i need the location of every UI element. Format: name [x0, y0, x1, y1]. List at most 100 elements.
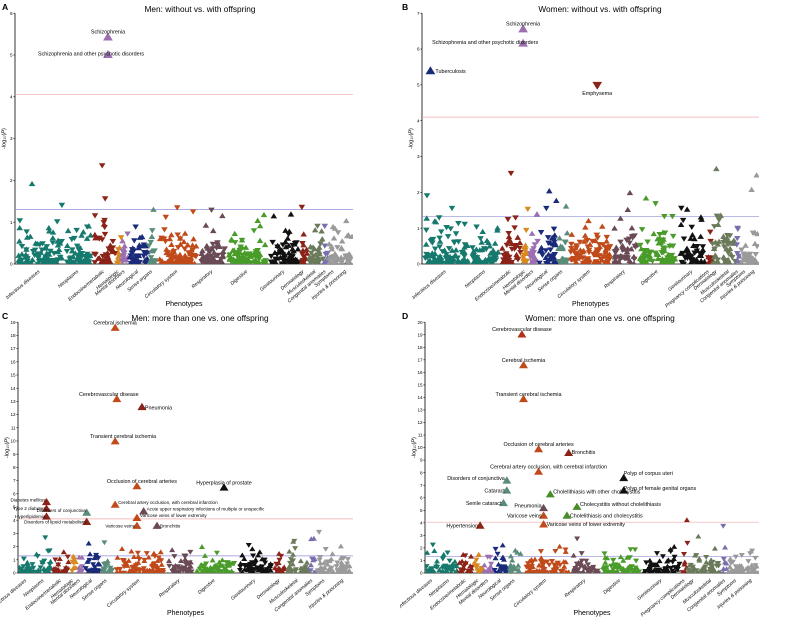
- svg-text:Cerebral ischemia: Cerebral ischemia: [93, 321, 136, 327]
- svg-text:18: 18: [10, 333, 16, 338]
- svg-text:4: 4: [10, 94, 13, 99]
- svg-text:12: 12: [417, 420, 423, 425]
- svg-text:-log₁₀(P): -log₁₀(P): [5, 437, 11, 458]
- svg-text:18: 18: [417, 345, 423, 350]
- svg-text:B: B: [402, 2, 408, 12]
- svg-text:Cholelithiasis and cholecystit: Cholelithiasis and cholecystitis: [570, 513, 643, 519]
- svg-text:Disorders of conjunctiva: Disorders of conjunctiva: [447, 476, 505, 482]
- svg-text:7: 7: [13, 478, 16, 483]
- svg-text:Varicose veins: Varicose veins: [507, 513, 542, 519]
- svg-text:17: 17: [10, 346, 16, 351]
- svg-text:Acute upper respiratory infect: Acute upper respiratory infections of mu…: [147, 507, 265, 512]
- svg-text:1: 1: [420, 558, 423, 563]
- svg-text:0: 0: [13, 571, 16, 576]
- svg-text:13: 13: [10, 399, 16, 404]
- svg-text:6: 6: [417, 47, 420, 52]
- svg-text:10: 10: [10, 439, 16, 444]
- svg-text:Cerebrovascular disease: Cerebrovascular disease: [492, 327, 552, 333]
- svg-text:4: 4: [420, 520, 423, 525]
- svg-text:Varicose veins: Varicose veins: [105, 524, 135, 529]
- svg-text:2: 2: [13, 544, 16, 549]
- svg-text:5: 5: [10, 53, 13, 58]
- svg-text:Schizophrenia: Schizophrenia: [506, 21, 540, 27]
- svg-text:2: 2: [10, 178, 13, 183]
- svg-text:14: 14: [10, 386, 16, 391]
- svg-text:1: 1: [10, 220, 13, 225]
- svg-text:D: D: [402, 311, 408, 321]
- svg-text:0: 0: [417, 262, 420, 267]
- svg-text:9: 9: [13, 452, 16, 457]
- svg-text:5: 5: [420, 508, 423, 513]
- svg-text:Disorders of conjunctiva: Disorders of conjunctiva: [37, 508, 86, 513]
- svg-text:Occlusion of cerebral arteries: Occlusion of cerebral arteries: [107, 479, 177, 485]
- svg-text:Varicose veins of lower extrem: Varicose veins of lower extremity: [547, 522, 626, 528]
- svg-text:Women: without vs. with offspr: Women: without vs. with offspring: [538, 4, 662, 14]
- svg-text:Phenotypes: Phenotypes: [574, 610, 611, 617]
- svg-text:Cholecystitis without cholelit: Cholecystitis without cholelithiasis: [580, 502, 661, 508]
- svg-text:Phenotypes: Phenotypes: [572, 301, 609, 308]
- svg-text:Women: more than one vs. one o: Women: more than one vs. one offspring: [525, 313, 675, 323]
- svg-text:1: 1: [417, 226, 420, 231]
- svg-text:11: 11: [418, 433, 423, 438]
- svg-text:8: 8: [13, 465, 16, 470]
- svg-text:19: 19: [10, 320, 16, 325]
- svg-text:Varicose veins of lower extrem: Varicose veins of lower extremity: [140, 513, 208, 518]
- svg-text:Occlusion of cerebral arteries: Occlusion of cerebral arteries: [504, 442, 574, 448]
- svg-text:Polyp of corpus uteri: Polyp of corpus uteri: [624, 471, 673, 477]
- svg-text:Transient cerebral ischemia: Transient cerebral ischemia: [90, 434, 156, 440]
- svg-text:Disorders of lipoid metabolism: Disorders of lipoid metabolism: [24, 519, 86, 524]
- svg-text:13: 13: [417, 408, 423, 413]
- svg-text:20: 20: [417, 320, 423, 325]
- svg-text:2: 2: [420, 546, 423, 551]
- svg-text:3: 3: [420, 533, 423, 538]
- svg-text:3: 3: [13, 531, 16, 536]
- svg-text:Polyp of female genital organs: Polyp of female genital organs: [624, 486, 697, 492]
- svg-text:Phenotypes: Phenotypes: [167, 610, 204, 617]
- svg-text:Men: without vs. with offsprin: Men: without vs. with offspring: [145, 4, 256, 14]
- svg-text:Phenotypes: Phenotypes: [166, 301, 203, 308]
- svg-text:7: 7: [420, 483, 423, 488]
- svg-text:0: 0: [10, 262, 13, 267]
- svg-text:16: 16: [10, 359, 16, 364]
- svg-text:Diabetes mellitus: Diabetes mellitus: [11, 497, 47, 502]
- svg-text:5: 5: [417, 82, 420, 87]
- svg-text:14: 14: [417, 395, 423, 400]
- svg-text:Cerebrovascular disease: Cerebrovascular disease: [79, 392, 139, 398]
- svg-text:3: 3: [10, 136, 13, 141]
- svg-text:6: 6: [420, 495, 423, 500]
- svg-text:Cerebral artery occlusion, wit: Cerebral artery occlusion, with cerebral…: [490, 465, 607, 471]
- svg-text:Pneumonia: Pneumonia: [514, 503, 541, 509]
- svg-text:Bronchitis: Bronchitis: [160, 524, 181, 529]
- svg-text:Cataract: Cataract: [484, 488, 505, 494]
- svg-text:A: A: [2, 2, 8, 12]
- svg-text:7: 7: [417, 11, 420, 16]
- svg-text:4: 4: [417, 118, 420, 123]
- svg-text:-log₁₀(P): -log₁₀(P): [2, 128, 8, 149]
- svg-text:Schizophrenia and other psycho: Schizophrenia and other psychotic disord…: [38, 52, 144, 58]
- svg-text:Pneumonia: Pneumonia: [145, 405, 172, 411]
- svg-text:12: 12: [10, 412, 16, 417]
- svg-text:6: 6: [10, 11, 13, 16]
- svg-text:Men: more than one vs. one off: Men: more than one vs. one offspring: [131, 313, 269, 323]
- svg-text:15: 15: [10, 373, 16, 378]
- svg-text:8: 8: [420, 470, 423, 475]
- svg-text:Transient cerebral ischemia: Transient cerebral ischemia: [495, 392, 561, 398]
- svg-text:2: 2: [417, 190, 420, 195]
- svg-text:19: 19: [417, 332, 423, 337]
- svg-text:11: 11: [11, 425, 16, 430]
- svg-text:Hyperlipidemia: Hyperlipidemia: [15, 514, 46, 519]
- svg-text:-log₁₀(P): -log₁₀(P): [412, 437, 418, 458]
- svg-text:Hyperplasia of prostate: Hyperplasia of prostate: [196, 480, 251, 486]
- svg-text:15: 15: [417, 383, 423, 388]
- svg-text:16: 16: [417, 370, 423, 375]
- svg-text:Schizophrenia: Schizophrenia: [91, 29, 125, 35]
- svg-text:17: 17: [417, 357, 423, 362]
- svg-text:Bronchitis: Bronchitis: [572, 450, 596, 456]
- svg-text:6: 6: [13, 491, 16, 496]
- svg-text:0: 0: [420, 571, 423, 576]
- svg-text:10: 10: [417, 445, 423, 450]
- svg-text:Schizophrenia and other psycho: Schizophrenia and other psychotic disord…: [432, 40, 538, 46]
- svg-text:Senile cataract: Senile cataract: [466, 501, 502, 507]
- svg-text:1: 1: [13, 557, 16, 562]
- svg-text:C: C: [2, 311, 8, 321]
